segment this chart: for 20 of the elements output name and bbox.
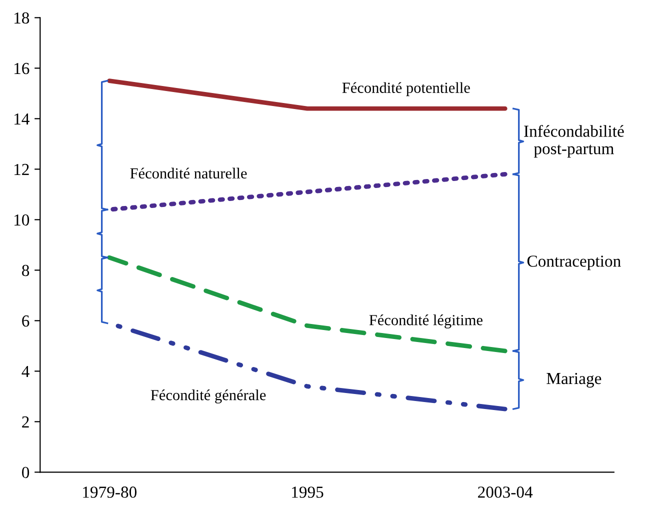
series-label: Fécondité légitime	[369, 314, 482, 328]
y-tick-label: 14	[14, 113, 30, 124]
y-tick-label: 16	[14, 62, 30, 74]
series-label: Fécondité générale	[150, 389, 266, 404]
y-tick-label: 12	[14, 164, 29, 175]
annotation: Infécondabilité post-partum	[524, 124, 624, 158]
y-tick-label: 2	[22, 416, 29, 428]
x-tick-label: 2003-04	[478, 486, 533, 498]
annotation: Mariage	[546, 372, 602, 388]
series-label: Fécondité potentielle	[342, 82, 470, 96]
annotation: Contraception	[527, 256, 621, 270]
y-tick-label: 0	[22, 466, 30, 478]
x-tick-label: 1995	[292, 486, 324, 498]
y-tick-label: 4	[22, 366, 30, 377]
x-tick-label: 1979-80	[83, 486, 137, 498]
y-tick-label: 8	[22, 264, 30, 276]
y-tick-label: 10	[14, 214, 30, 226]
series-label: Fécondité naturelle	[130, 168, 247, 179]
y-tick-label: 18	[14, 12, 30, 24]
y-tick-label: 6	[22, 315, 30, 327]
